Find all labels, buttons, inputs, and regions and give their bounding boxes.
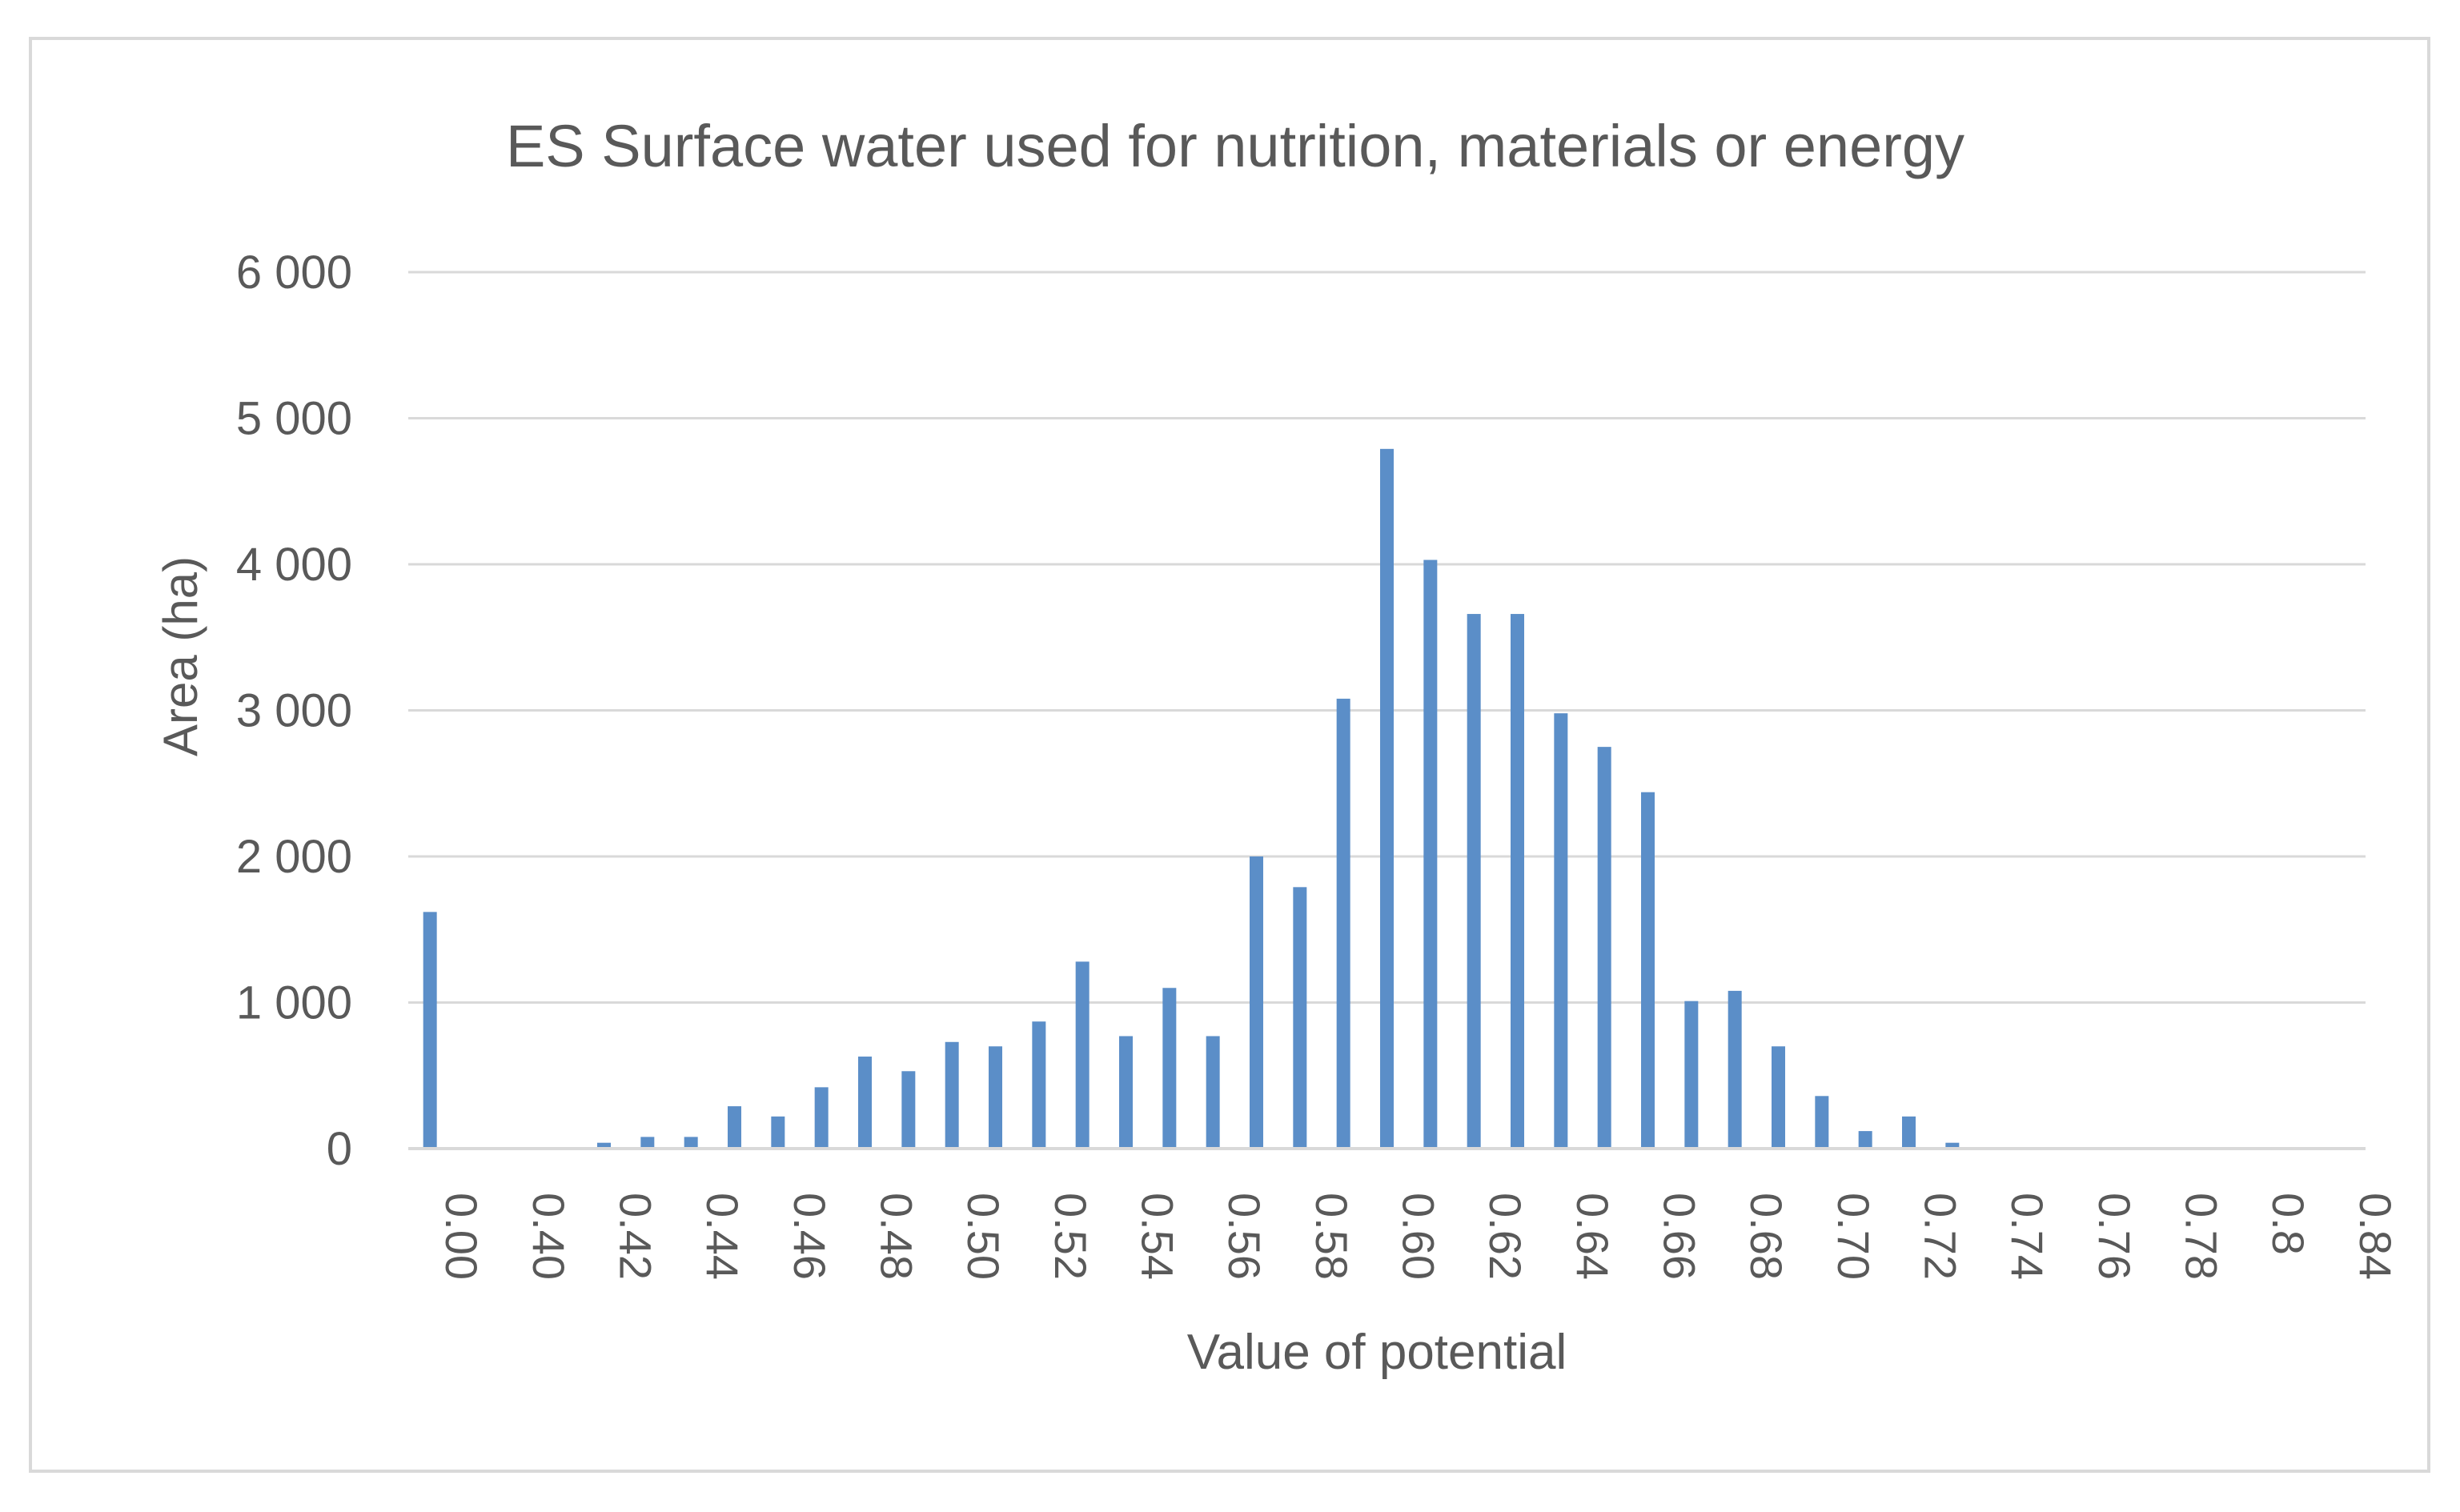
x-tick-label: 0.00 [436, 1193, 487, 1280]
x-axis-tick-labels: 0.00 0.40 0.42 0.44 0.46 0.48 0.50 0.52 0.54 0.56… [436, 1193, 2401, 1280]
bar [1554, 713, 1568, 1149]
bar [1641, 792, 1655, 1149]
bar [640, 1137, 655, 1149]
x-tick-label: 0.40 [524, 1193, 574, 1280]
x-tick-label: 0.60 [1394, 1193, 1444, 1280]
bar [1250, 856, 1263, 1149]
x-tick-label: 0.56 [1219, 1193, 1270, 1280]
bar [1336, 698, 1350, 1149]
bar [1075, 961, 1090, 1149]
y-tick-label: 5 000 [236, 393, 352, 445]
x-axis-title: Value of potential [1187, 1325, 1567, 1380]
y-tick-label: 0 [327, 1123, 352, 1175]
bar [1728, 990, 1742, 1149]
x-tick-label: 0.76 [2089, 1193, 2140, 1280]
bar [597, 1142, 611, 1149]
x-tick-label: 0.62 [1480, 1193, 1531, 1280]
bar [684, 1137, 698, 1149]
x-tick-label: 0.84 [2350, 1193, 2401, 1280]
bar [771, 1116, 785, 1149]
bar [1467, 614, 1481, 1149]
y-axis-title: Area (ha) [154, 556, 207, 756]
bar [945, 1041, 959, 1149]
bar-chart: ES Surface water used for nutrition, mat… [154, 113, 2401, 1380]
bar [1684, 1001, 1699, 1149]
y-tick-label: 1 000 [236, 977, 352, 1029]
bar [1032, 1021, 1046, 1149]
x-tick-label: 0.72 [1916, 1193, 1966, 1280]
bar [1858, 1131, 1872, 1149]
bar [1772, 1046, 1785, 1149]
bar [1380, 448, 1394, 1149]
x-tick-label: 0.8 [2263, 1193, 2314, 1255]
x-tick-label: 0.58 [1306, 1193, 1357, 1280]
x-tick-label: 0.64 [1567, 1193, 1618, 1280]
x-tick-label: 0.54 [1133, 1193, 1183, 1280]
y-axis-tick-labels: 0 1 000 2 000 3 000 4 000 5 000 6 000 [236, 247, 352, 1175]
x-tick-label: 0.42 [611, 1193, 661, 1280]
bar [1423, 559, 1438, 1149]
chart-title: ES Surface water used for nutrition, mat… [506, 113, 1964, 179]
x-tick-label: 0.52 [1045, 1193, 1096, 1280]
bar [1206, 1036, 1220, 1149]
y-tick-label: 4 000 [236, 539, 352, 591]
bar [1293, 887, 1307, 1149]
bar [1119, 1036, 1133, 1149]
bar [901, 1071, 916, 1149]
bar [1902, 1116, 1916, 1149]
x-tick-label: 0.66 [1655, 1193, 1705, 1280]
x-tick-label: 0.68 [1741, 1193, 1792, 1280]
y-tick-label: 6 000 [236, 247, 352, 299]
x-tick-label: 0.46 [785, 1193, 835, 1280]
bar [1815, 1096, 1829, 1149]
bar [1162, 988, 1177, 1149]
x-tick-label: 0.44 [697, 1193, 748, 1280]
x-tick-label: 0.48 [872, 1193, 922, 1280]
bar [1511, 614, 1524, 1149]
x-tick-label: 0.50 [958, 1193, 1009, 1280]
bar [814, 1087, 829, 1149]
bars [423, 448, 1960, 1149]
x-tick-label: 0.70 [1828, 1193, 1879, 1280]
bar [858, 1057, 872, 1149]
bar [989, 1046, 1002, 1149]
bar [1597, 747, 1611, 1149]
chart-frame: ES Surface water used for nutrition, mat… [29, 37, 2430, 1473]
x-tick-label: 0.78 [2177, 1193, 2227, 1280]
y-tick-label: 3 000 [236, 685, 352, 737]
bar [1945, 1142, 1960, 1149]
bar [423, 912, 437, 1149]
x-tick-label: 0.74 [2002, 1193, 2053, 1280]
y-tick-label: 2 000 [236, 831, 352, 883]
bar [728, 1106, 741, 1149]
